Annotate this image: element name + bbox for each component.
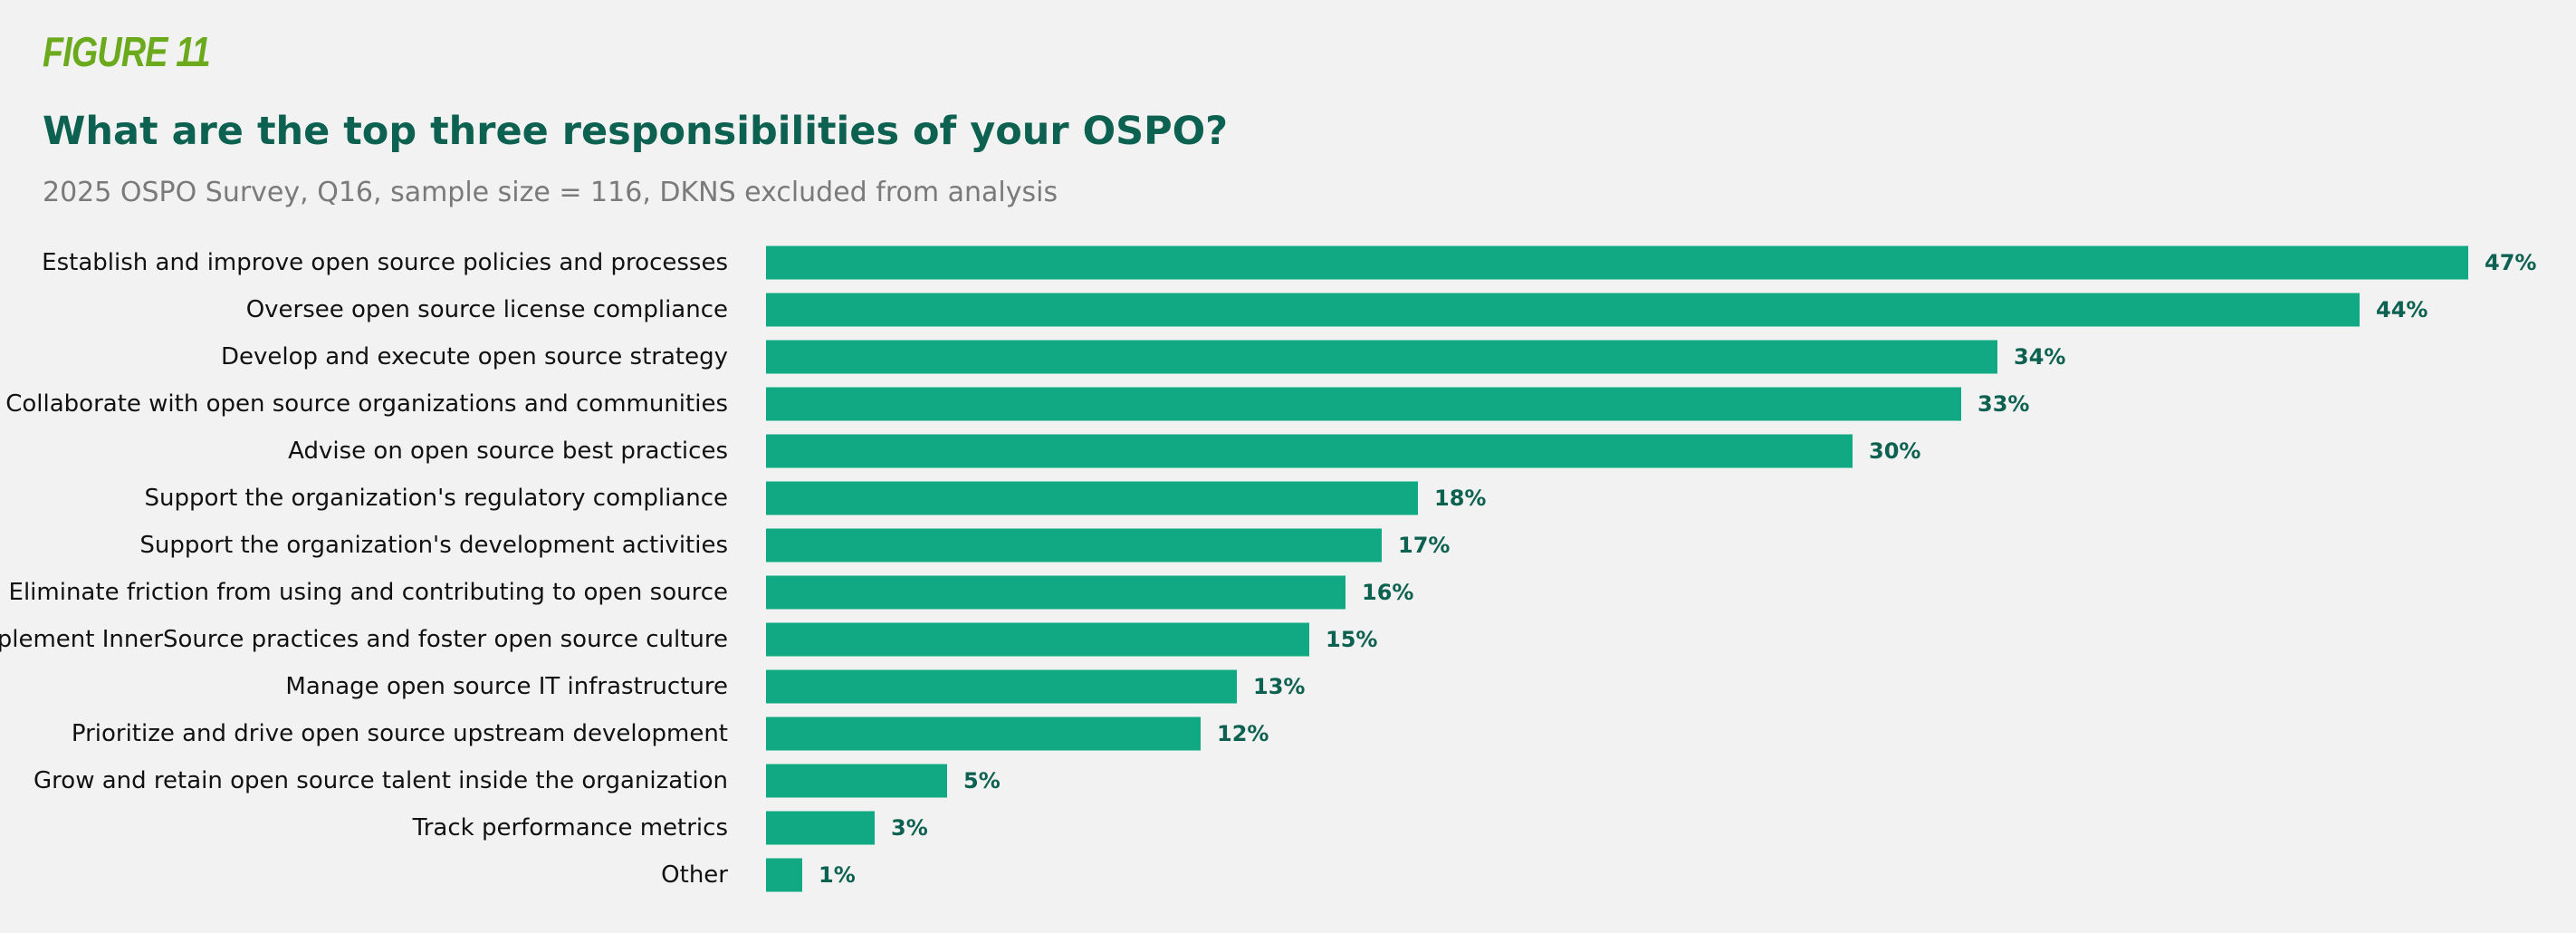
value-label: 17% [1398,533,1450,558]
category-label: Establish and improve open source polici… [42,249,728,276]
value-label: 12% [1217,721,1269,746]
category-label: Develop and execute open source strategy [221,343,728,370]
bar [766,858,802,892]
bar [766,340,1997,374]
bar [766,622,1309,657]
value-label: 3% [891,815,928,841]
category-label: Support the organization's regulatory co… [145,485,728,512]
category-label: Manage open source IT infrastructure [285,673,728,700]
value-label: 13% [1253,674,1305,699]
value-label: 15% [1326,627,1377,652]
bar [766,764,947,798]
figure-label: FIGURE 11 [43,28,211,75]
category-label: Track performance metrics [412,814,728,842]
value-label: 16% [1362,580,1413,605]
category-label: Oversee open source license compliance [246,296,728,323]
category-label: Grow and retain open source talent insid… [34,767,728,794]
value-label: 44% [2376,297,2428,322]
category-label: Eliminate friction from using and contri… [9,579,728,606]
bar [766,245,2468,280]
value-label: 34% [2014,344,2065,370]
category-label: Advise on open source best practices [288,438,728,465]
chart-title: What are the top three responsibilities … [43,109,1229,154]
bar [766,387,1961,421]
bar [766,717,1201,751]
value-label: 30% [1869,438,1920,464]
bar [766,481,1418,515]
chart-subtitle: 2025 OSPO Survey, Q16, sample size = 116… [43,177,1058,208]
category-label: Prioritize and drive open source upstrea… [72,720,728,747]
value-label: 18% [1434,486,1486,511]
value-label: 33% [1977,391,2029,417]
category-label: Support the organization's development a… [139,532,728,559]
category-label: Other [661,861,728,889]
bar [766,575,1345,610]
bar [766,293,2360,327]
bar [766,528,1382,563]
value-label: 5% [963,768,1001,794]
category-label: Collaborate with open source organizatio… [5,390,728,418]
value-label: 47% [2485,250,2536,275]
category-label: Implement InnerSource practices and fost… [0,626,728,653]
bar [766,669,1237,704]
bar [766,811,875,845]
value-label: 1% [819,862,856,888]
bar [766,434,1853,468]
